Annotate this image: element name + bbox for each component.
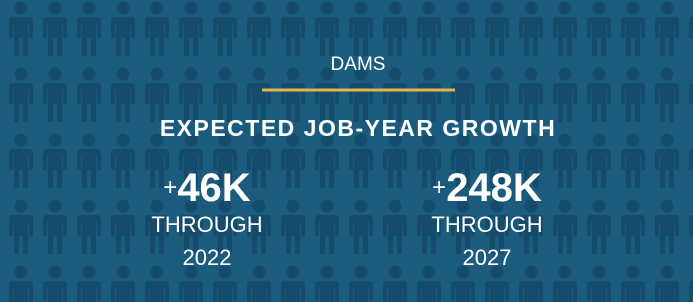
stat-number: 248K: [446, 166, 542, 210]
stat-year: 2022: [183, 245, 232, 270]
stat-value: +248K: [432, 166, 542, 210]
stat-year: 2027: [463, 245, 512, 270]
stat-sign: +: [432, 174, 446, 201]
stat-label: THROUGH: [151, 212, 262, 237]
stat-number: 46K: [177, 166, 250, 210]
title: EXPECTED JOB-YEAR GROWTH: [160, 115, 556, 141]
people-pattern: [0, 0, 693, 302]
infographic: DAMS EXPECTED JOB-YEAR GROWTH +46K THROU…: [0, 0, 693, 302]
stat-label: THROUGH: [431, 212, 542, 237]
stat-sign: +: [163, 174, 177, 201]
stat-value: +46K: [163, 166, 251, 210]
category: DAMS: [331, 54, 386, 75]
